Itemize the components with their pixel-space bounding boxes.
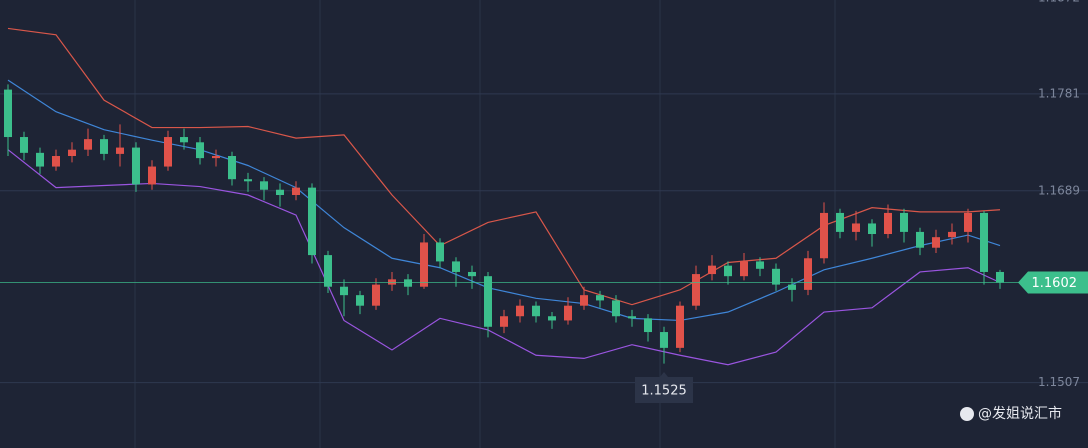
y-tick-label: 1.1689 [1038,183,1080,197]
candle-body [420,242,428,287]
candle-body [580,295,588,306]
candle-body [756,261,764,269]
candle-body [84,139,92,150]
candle-body [500,316,508,327]
candle-body [932,237,940,248]
candle-body [852,223,860,232]
candle-body [20,137,28,153]
candle-body [100,139,108,154]
last-price-tag [1018,271,1088,294]
candle-body [964,212,972,232]
plot: 1.1507 1.1689 1.1781 1.1872 1.1602 1.1525 [0,0,1088,403]
candle-body [4,89,12,138]
bollinger-band [7,149,1001,366]
candle-body [724,265,732,277]
candle-body [676,305,684,348]
candle-body [356,295,364,306]
candle-body [916,231,924,248]
candle-body [740,261,748,277]
candle-body [868,223,876,235]
candle-body [292,187,300,196]
candle-body [692,274,700,306]
candle-body [548,316,556,321]
candle-body [836,212,844,232]
low-marker-label: 1.1525 [641,384,687,399]
candle-body [404,279,412,287]
candle-body [340,286,348,296]
last-price-label: 1.1602 [1032,276,1078,291]
candle-body [884,212,892,235]
candle-body [148,166,156,185]
candle-body [788,284,796,290]
candle-body [132,147,140,185]
weibo-icon [960,407,974,421]
candle-body [628,316,636,319]
candle-body [820,212,828,259]
candle-body [900,212,908,232]
candle-body [436,242,444,262]
candle-body [196,142,204,159]
candle-body [516,305,524,317]
candle-body [644,318,652,333]
candle-body [36,152,44,167]
candle-body [228,156,236,180]
vertical-grid [134,0,836,448]
candle-body [468,271,476,277]
candle-body [212,156,220,159]
candle-body [52,156,60,167]
candle-body [612,300,620,317]
candle-body [948,231,956,238]
candle-body [532,305,540,317]
candle-body [596,295,604,301]
y-tick-label: 1.1507 [1038,375,1080,389]
candle-body [564,305,572,321]
candle-body [372,284,380,306]
y-tick-label: 1.1781 [1038,86,1080,100]
candle-body [996,271,1004,283]
candle-body [244,179,252,182]
candle-body [772,268,780,285]
candle-body [452,261,460,272]
y-tick-label: 1.1872 [1038,0,1080,4]
bollinger-band [7,27,1001,306]
watermark: @发姐说汇市 [978,405,1062,422]
candle-body [276,189,284,196]
candle-body [660,332,668,348]
candle-body [308,187,316,256]
bollinger-band [7,79,1001,322]
candle-body [180,137,188,143]
candle-body [804,258,812,290]
candle-body [388,279,396,285]
candle-body [68,149,76,157]
candle-body [484,276,492,327]
candle-body [708,265,716,275]
low-marker-box [635,372,693,403]
candle-body [260,181,268,190]
candle-body [116,147,124,154]
candle-body [164,137,172,167]
candle-body [980,212,988,272]
candle-body [324,255,332,287]
